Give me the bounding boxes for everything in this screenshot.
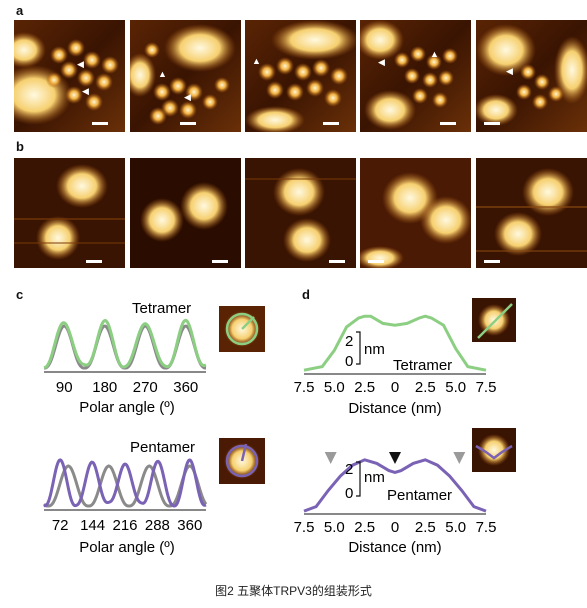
series-line xyxy=(303,458,487,513)
series-line xyxy=(43,318,207,370)
afm-image-a1: ◀ ◀ xyxy=(14,20,125,132)
x-tick-label: 7.5 xyxy=(476,379,497,396)
scale-bar xyxy=(440,122,456,125)
x-tick-label: 0 xyxy=(391,519,399,536)
x-tick-label: 90 xyxy=(56,379,73,396)
scale-bar xyxy=(368,260,384,263)
triangle-marker xyxy=(389,452,401,464)
x-tick-label: 2.5 xyxy=(415,519,436,536)
arrowhead-marker: ◀ xyxy=(82,86,89,96)
panel-c-plots: Tetramer 90 180 270 360 Polar angle (º) Pen… xyxy=(42,300,265,556)
arrowhead-marker: ▲ xyxy=(252,56,261,66)
svg-text:nm: nm xyxy=(364,469,385,486)
x-tick-label: 180 xyxy=(92,379,117,396)
series-line xyxy=(42,464,208,508)
x-tick-label: 216 xyxy=(112,517,137,534)
x-tick-label: 2.5 xyxy=(354,519,375,536)
afm-image-a4: ◀ ▲ xyxy=(360,20,471,132)
x-tick-label: 5.0 xyxy=(324,519,345,536)
scale-bar xyxy=(86,260,102,263)
svg-text:0: 0 xyxy=(345,353,353,370)
afm-image-a3: ▲ xyxy=(245,20,356,132)
x-axis-label: Distance (nm) xyxy=(348,539,441,556)
x-axis-label: Polar angle (º) xyxy=(79,539,175,556)
afm-image-a2: ▲ ◀ xyxy=(130,20,241,132)
afm-image-b4 xyxy=(360,158,471,268)
x-tick-label: 72 xyxy=(52,517,69,534)
chart-label-pentamer: Pentamer xyxy=(130,439,195,456)
arrowhead-marker: ▲ xyxy=(430,49,439,59)
height-scale-bar: 2 0 nm xyxy=(345,461,385,502)
arrowhead-marker: ◀ xyxy=(184,92,191,102)
x-tick-label: 7.5 xyxy=(476,519,497,536)
scale-bar xyxy=(484,122,500,125)
afm-image-b5 xyxy=(476,158,587,268)
height-scale-bar: 2 0 nm xyxy=(345,331,385,370)
x-tick-label: 2.5 xyxy=(415,379,436,396)
x-tick-label: 2.5 xyxy=(354,379,375,396)
scale-bar xyxy=(329,260,345,263)
x-tick-label: 5.0 xyxy=(324,379,345,396)
arrowhead-marker: ◀ xyxy=(77,59,84,69)
svg-text:0: 0 xyxy=(345,485,353,502)
tetramer-thumbnail xyxy=(472,298,516,342)
scale-bar xyxy=(323,122,339,125)
scale-bar xyxy=(92,122,108,125)
chart-label-tetramer: Tetramer xyxy=(393,357,452,374)
afm-image-b2 xyxy=(130,158,241,268)
x-tick-label: 360 xyxy=(177,517,202,534)
arrowhead-marker: ◀ xyxy=(378,57,385,67)
x-tick-label: 144 xyxy=(80,517,105,534)
figure-caption: 图2 五聚体TRPV3的组装形式 xyxy=(215,584,372,598)
tetramer-thumbnail xyxy=(219,306,265,352)
panel-label-c: c xyxy=(16,287,24,302)
x-tick-label: 0 xyxy=(391,379,399,396)
arrowhead-marker: ◀ xyxy=(506,66,513,76)
triangle-marker xyxy=(324,452,337,464)
pentamer-thumbnail xyxy=(219,438,265,484)
x-axis-label: Distance (nm) xyxy=(348,400,441,417)
x-tick-label: 360 xyxy=(173,379,198,396)
scale-bar xyxy=(484,260,500,263)
scale-bar xyxy=(180,122,196,125)
x-tick-label: 288 xyxy=(145,517,170,534)
x-axis-label: Polar angle (º) xyxy=(79,399,175,416)
x-tick-label: 5.0 xyxy=(445,379,466,396)
series-line xyxy=(43,458,207,508)
x-tick-label: 270 xyxy=(133,379,158,396)
afm-image-b3 xyxy=(245,158,356,268)
chart-label-tetramer: Tetramer xyxy=(132,300,191,317)
pentamer-thumbnail xyxy=(472,428,516,472)
svg-text:2: 2 xyxy=(345,333,353,350)
x-tick-label: 7.5 xyxy=(294,519,315,536)
triangle-marker xyxy=(453,452,466,464)
panel-d-plots: 7.5 5.0 2.5 0 2.5 5.0 7.5 Distance (nm) 2 0 nm… xyxy=(294,298,516,556)
svg-text:2: 2 xyxy=(345,461,353,478)
x-tick-label: 5.0 xyxy=(445,519,466,536)
chart-label-pentamer: Pentamer xyxy=(387,487,452,504)
series-line xyxy=(303,314,487,372)
x-tick-label: 7.5 xyxy=(294,379,315,396)
scale-bar xyxy=(212,260,228,263)
afm-image-a5: ◀ xyxy=(476,20,587,132)
arrowhead-marker: ▲ xyxy=(158,69,167,79)
panel-label-d: d xyxy=(302,287,310,302)
panel-label-b: b xyxy=(16,139,24,154)
afm-image-b1 xyxy=(14,158,125,268)
svg-text:nm: nm xyxy=(364,341,385,358)
panel-label-a: a xyxy=(16,3,24,18)
